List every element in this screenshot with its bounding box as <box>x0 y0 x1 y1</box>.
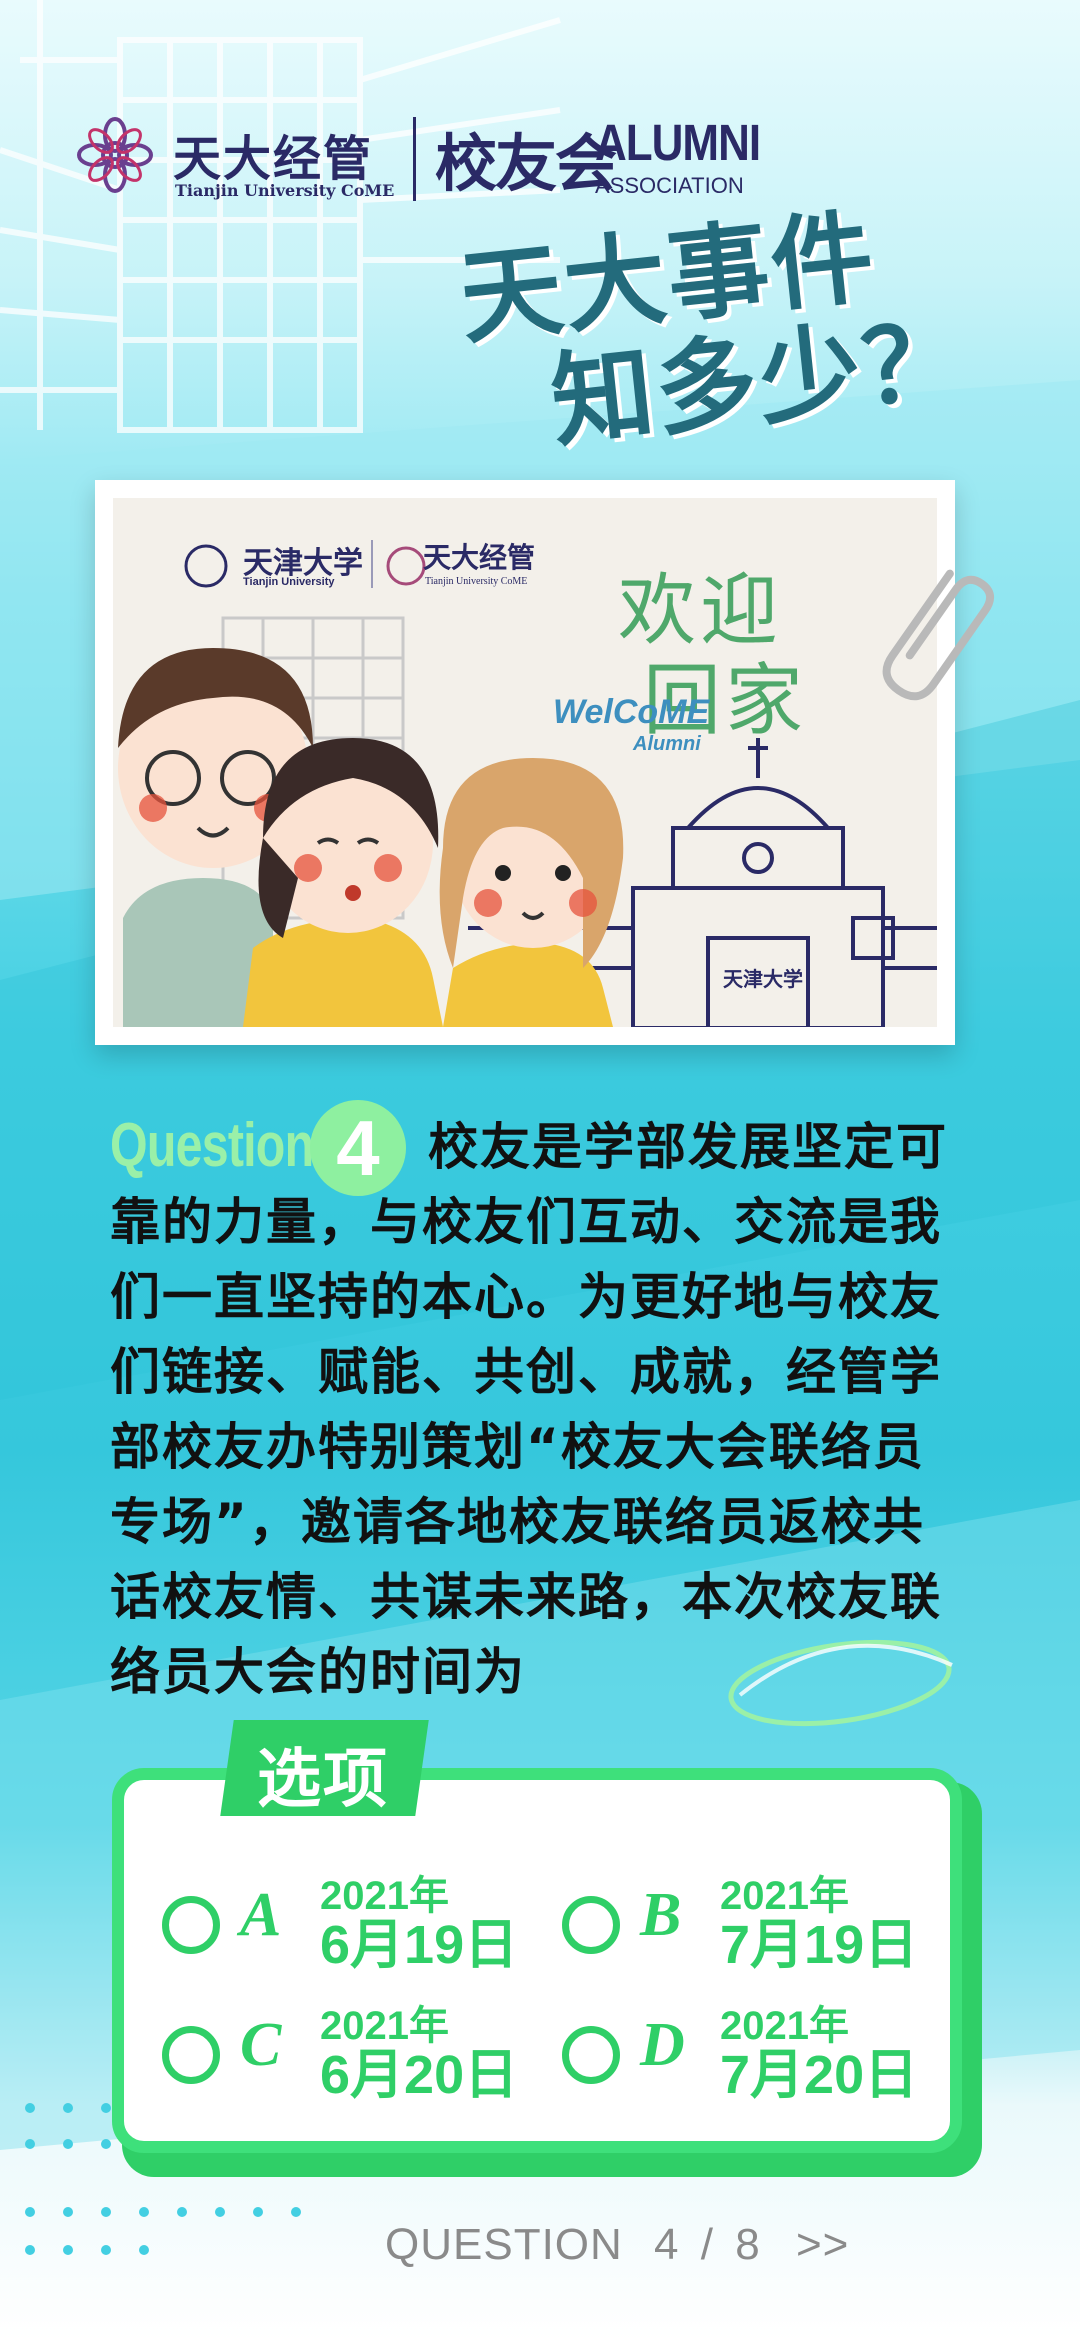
pagination-total: 8 <box>735 2220 761 2269</box>
option-c-date: 6月20日 <box>320 2045 519 2105</box>
gate-sign: 天津大学 <box>723 967 803 991</box>
brand-name: 天大经管 <box>173 131 374 187</box>
option-a-year: 2021年 <box>320 1874 449 1918</box>
options-panel: 选项 A 2021年 6月19日 B 2021年 7月19日 C 2021年 6… <box>112 1720 982 2177</box>
welcome-text-line-1: 欢迎 <box>618 566 783 656</box>
swoosh-decoration-icon <box>728 1639 953 1727</box>
alumni-label: ALUMNI <box>595 115 761 172</box>
pagination-separator: / <box>700 2220 714 2269</box>
tju-english-name: Tianjin University <box>243 576 335 588</box>
option-b-letter: B <box>640 1881 682 1949</box>
pagination-label: QUESTION <box>385 2220 623 2269</box>
option-b-year: 2021年 <box>720 1874 849 1918</box>
welcome-text-line-2: 回家 <box>643 656 808 746</box>
question-pagination: QUESTION 4 / 8 >> <box>385 2220 849 2270</box>
option-a[interactable]: A 2021年 6月19日 <box>162 1874 542 1986</box>
option-a-radio[interactable] <box>162 1896 220 1954</box>
option-d[interactable]: D 2021年 7月20日 <box>562 2004 942 2116</box>
association-label: ASSOCIATION <box>595 173 744 198</box>
option-b[interactable]: B 2021年 7月19日 <box>562 1874 942 1986</box>
paperclip-icon <box>882 569 994 701</box>
option-c[interactable]: C 2021年 6月20日 <box>162 2004 542 2116</box>
next-question-button[interactable]: >> <box>795 2220 850 2269</box>
page-title: 天大事件 知多少？ <box>455 193 972 468</box>
card-brand-english-name: Tianjin University CoME <box>425 576 528 587</box>
option-d-year: 2021年 <box>720 2004 849 2048</box>
welcome-illustration: 天津大学 Tianjin University 天大经管 Tianjin Uni… <box>113 498 937 1027</box>
pagination-current: 4 <box>654 2220 680 2269</box>
option-b-date: 7月19日 <box>720 1915 919 1975</box>
option-c-year: 2021年 <box>320 2004 449 2048</box>
option-d-radio[interactable] <box>562 2026 620 2084</box>
illustration-graphic <box>118 544 937 1027</box>
come-logo-icon <box>77 117 153 193</box>
question-label: Question <box>110 1111 314 1180</box>
option-c-radio[interactable] <box>162 2026 220 2084</box>
option-a-date: 6月19日 <box>320 1915 519 1975</box>
options-heading: 选项 <box>257 1743 389 1817</box>
header-divider <box>413 117 416 201</box>
header: 天大经管 Tianjin University CoME 校友会 ALUMNI … <box>75 115 775 205</box>
card-brand-name: 天大经管 <box>423 541 536 574</box>
options-panel-box <box>112 1768 962 2153</box>
card-divider <box>371 540 373 588</box>
welcome-english: WelCoME <box>553 693 710 731</box>
option-d-date: 7月20日 <box>720 2045 919 2105</box>
option-c-letter: C <box>240 2011 282 2079</box>
question-number-badge: 4 <box>310 1100 406 1196</box>
alumni-association-name: 校友会 <box>435 127 617 200</box>
dots-decoration <box>25 2103 301 2255</box>
option-b-radio[interactable] <box>562 1896 620 1954</box>
welcome-english-alumni: Alumni <box>633 733 701 755</box>
tju-name: 天津大学 <box>243 546 363 581</box>
welcome-photo-card: 天津大学 Tianjin University 天大经管 Tianjin Uni… <box>95 480 955 1045</box>
option-d-letter: D <box>640 2011 685 2079</box>
question-text: 校友是学部发展坚定可靠的力量，与校友们互动、交流是我们一直坚持的本心。为更好地与… <box>110 1118 948 1701</box>
option-a-letter: A <box>240 1881 282 1949</box>
brand-english-name: Tianjin University CoME <box>175 181 395 200</box>
